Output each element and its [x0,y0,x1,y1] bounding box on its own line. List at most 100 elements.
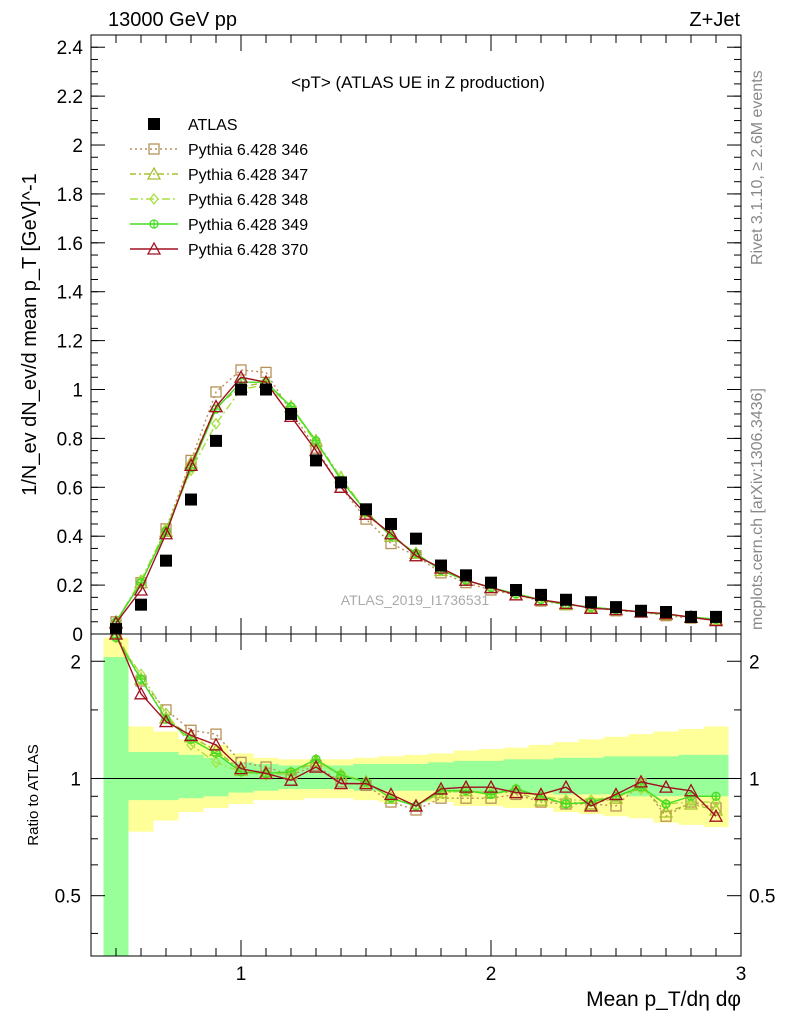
data-point [335,476,347,489]
data-point [686,795,696,809]
data-point [133,582,149,596]
data-uncertainty-band [153,751,179,801]
series-line [115,376,717,624]
data-point [635,604,647,617]
data-point [233,369,249,383]
chart-text: 13000 GeV pp Z+Jet <pT> (ATLAS UE in Z p… [108,9,766,630]
data-point [149,192,159,206]
data-point [361,775,371,788]
data-point [211,748,221,759]
legend-entry: Pythia 6.428 346 [130,142,308,159]
data-point [535,588,547,601]
data-point [511,782,521,795]
y-tick-label: 0.2 [57,576,83,597]
data-point [658,804,674,818]
data-point [660,605,672,618]
data-point [233,761,249,775]
y-tick-label: 2 [72,136,83,157]
data-uncertainty-band [103,657,129,956]
data-point [408,798,424,812]
y-tick-label: 2 [70,652,81,673]
y-tick-label: 2 [749,652,760,673]
y-tick-label: 2.2 [57,87,83,108]
legend-entry: Pythia 6.428 349 [130,217,308,234]
energy-label: 13000 GeV pp [108,9,237,31]
legend-label: ATLAS [188,117,238,134]
x-tick-label: 2 [486,964,497,985]
data-point [658,779,674,793]
series-pythia-6-428-370 [108,634,724,822]
data-point [310,454,322,467]
data-point [583,798,599,812]
y-tick-label: 1.4 [57,283,84,304]
x-tick-label: 3 [736,964,747,985]
data-point [433,781,449,795]
series-pythia-6-428-370 [108,369,724,629]
data-point [135,598,147,611]
data-uncertainty-band [403,763,429,791]
data-point [183,728,199,742]
data-point [610,601,622,614]
y-tick-label: 1 [749,769,760,790]
main-panel: 0 0.2 0.4 0.6 0.8 1 1.2 1.4 1.6 1.8 2 2.2 2.4 1/N_ev … [19,34,742,650]
data-point [133,686,149,700]
y-tick-label: 1 [70,769,81,790]
data-point [711,795,721,809]
y-tick-label: 1.8 [57,185,83,206]
data-point [710,610,722,623]
data-point [211,417,221,430]
data-point [149,219,159,229]
data-point [283,772,299,786]
data-point [483,779,499,793]
data-point [561,799,571,809]
data-uncertainty-band [703,754,729,797]
series-line [115,369,717,623]
y-tick-label: 1.6 [57,234,83,255]
y-tick-label: 1.2 [57,332,83,353]
data-point [111,634,121,644]
data-point [533,787,549,801]
data-point [633,774,649,788]
y-tick-label: 0.5 [749,887,775,908]
data-point [308,759,324,773]
legend-label: Pythia 6.428 346 [188,142,308,159]
data-point [208,399,224,413]
data-point [148,118,160,130]
data-point [510,583,522,596]
ratio-y-axis-label: Ratio to ATLAS [25,744,42,845]
data-point [358,776,374,790]
y-tick-label: 0.8 [57,429,83,450]
data-point [685,610,697,623]
legend-entry: Pythia 6.428 370 [130,241,308,259]
y-tick-label: 0.5 [55,887,81,908]
data-point [608,787,624,801]
data-point [136,674,146,684]
data-point [683,783,699,797]
y-tick-label: 0.6 [57,478,83,499]
data-point [385,517,397,530]
data-point [708,802,724,816]
data-point [711,791,721,801]
data-uncertainty-band [378,763,404,791]
y-axis-label: 1/N_ev dN_ev/d mean p_T [GeV]^-1 [19,173,41,496]
data-point [108,634,124,640]
y-tick-label: 2.4 [57,38,84,59]
data-point [148,143,160,155]
data-uncertainty-band [203,757,229,797]
analysis-watermark: ATLAS_2019_I1736531 [341,592,490,608]
data-point [158,526,174,540]
data-uncertainty-band [178,754,204,799]
data-point [585,596,597,609]
data-point [333,776,349,790]
legend: ATLAS Pythia 6.428 346 Pythia 6.428 347 Pyt… [130,117,308,259]
data-point [560,593,572,606]
data-point [160,554,172,567]
data-point [508,785,524,799]
data-point [183,457,199,471]
data-point [661,799,671,809]
data-uncertainty-band [553,757,579,795]
data-point [235,364,247,376]
data-point [210,434,222,447]
series-pythia-6-428-349 [111,377,721,627]
